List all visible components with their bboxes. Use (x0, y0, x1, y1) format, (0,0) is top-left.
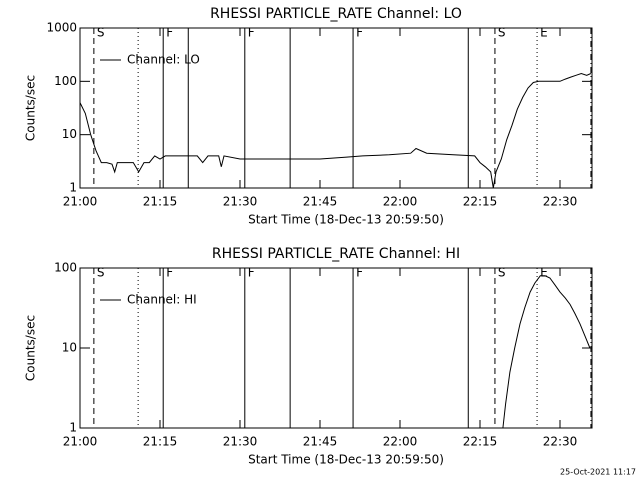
x-tick-label: 21:00 (63, 435, 98, 449)
event-label: E (540, 266, 548, 280)
event-label: F (166, 26, 173, 40)
x-tick-label: 21:00 (63, 195, 98, 209)
x-tick-label: 21:45 (303, 435, 338, 449)
x-tick-label: 22:15 (463, 435, 498, 449)
x-tick-label: 22:15 (463, 195, 498, 209)
event-label: F (166, 266, 173, 280)
x-tick-label: 22:00 (383, 195, 418, 209)
data-line (79, 72, 592, 189)
event-label: E (540, 26, 548, 40)
y-tick-label: 100 (54, 261, 77, 275)
event-label: S (498, 266, 506, 280)
x-tick-label: 21:45 (303, 195, 338, 209)
x-tick-label: 21:30 (223, 195, 258, 209)
y-tick-label: 1 (69, 181, 77, 195)
footer: 25-Oct-2021 11:17 (560, 468, 636, 477)
y-axis-label: Counts/sec (24, 315, 38, 381)
x-axis-label: Start Time (18-Dec-13 20:59:50) (248, 453, 444, 467)
chart-title: RHESSI PARTICLE_RATE Channel: LO (210, 6, 462, 22)
y-tick-label: 10 (62, 127, 77, 141)
event-label: F (356, 26, 363, 40)
event-label: S (498, 26, 506, 40)
data-line (502, 275, 591, 429)
legend-label: Channel: HI (127, 293, 197, 307)
x-axis-label: Start Time (18-Dec-13 20:59:50) (248, 213, 444, 227)
event-label: F (356, 266, 363, 280)
y-tick-label: 1000 (46, 21, 77, 35)
event-label: F (248, 266, 255, 280)
event-label: S (97, 26, 105, 40)
x-tick-label: 21:15 (143, 435, 178, 449)
y-tick-label: 100 (54, 74, 77, 88)
x-tick-label: 22:30 (543, 195, 578, 209)
event-label: S (97, 266, 105, 280)
x-tick-label: 22:00 (383, 435, 418, 449)
x-tick-label: 21:15 (143, 195, 178, 209)
legend-label: Channel: LO (127, 53, 200, 67)
y-tick-label: 10 (62, 341, 77, 355)
x-tick-label: 21:30 (223, 435, 258, 449)
chart-title: RHESSI PARTICLE_RATE Channel: HI (212, 246, 460, 262)
x-tick-label: 22:30 (543, 435, 578, 449)
event-label: F (248, 26, 255, 40)
y-tick-label: 1 (69, 421, 77, 435)
plot-frame (79, 27, 593, 189)
y-axis-label: Counts/sec (24, 75, 38, 141)
